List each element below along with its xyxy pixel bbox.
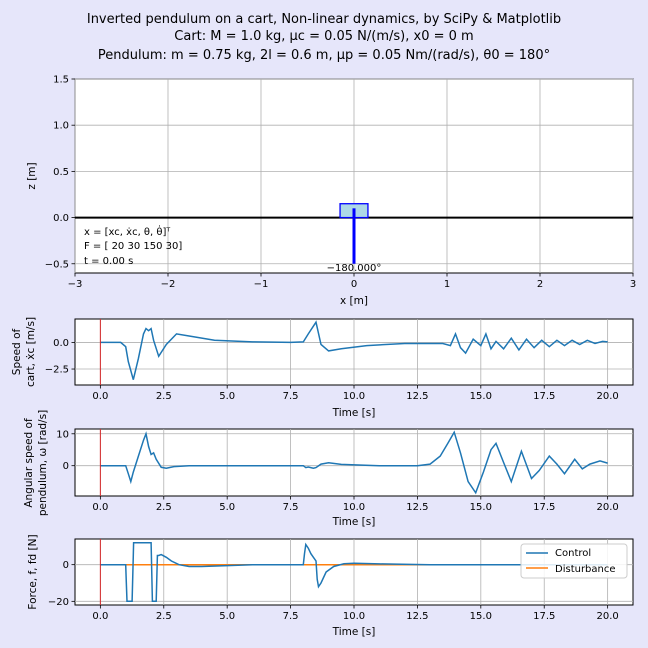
y-tick-label: 0.0 bbox=[53, 213, 69, 224]
angular-speed-ylabel-2: pendulum, ω [rad/s] bbox=[37, 410, 49, 516]
x-tick-label: 0.0 bbox=[92, 611, 108, 622]
x-tick-label: 17.5 bbox=[533, 611, 555, 622]
x-tick-label: 2.5 bbox=[156, 502, 172, 513]
cart-speed-panel: 0.0 2.5 5.0 7.5 10.0 12.5 15.0 17.5 20.0 −2.50.0 … bbox=[11, 317, 634, 419]
x-tick-label: 12.5 bbox=[406, 611, 428, 622]
x-tick-label: 20.0 bbox=[597, 502, 619, 513]
control-series bbox=[100, 541, 608, 603]
x-tick-label: 5.0 bbox=[219, 502, 235, 513]
legend-disturbance-label: Disturbance bbox=[555, 564, 616, 575]
cart-speed-ticks: 0.0 2.5 5.0 7.5 10.0 12.5 15.0 17.5 20.0 −2.5 0.0 bbox=[45, 338, 619, 402]
x-tick-label: 17.5 bbox=[533, 391, 555, 402]
force-xlabel: Time [s] bbox=[332, 626, 376, 638]
x-tick-label: 3 bbox=[630, 279, 636, 290]
gain-label: F = [ 20 30 150 30] bbox=[84, 241, 182, 252]
scene-ylabel: z [m] bbox=[26, 162, 38, 189]
y-tick-label: 1.0 bbox=[53, 121, 69, 132]
y-tick-label: 10 bbox=[56, 429, 69, 440]
x-tick-label: 10.0 bbox=[343, 502, 365, 513]
y-tick-label: −20 bbox=[48, 597, 69, 608]
x-tick-label: 2 bbox=[537, 279, 543, 290]
x-tick-label: 7.5 bbox=[283, 502, 299, 513]
x-tick-label: 15.0 bbox=[470, 611, 492, 622]
y-tick-label: −2.5 bbox=[45, 365, 69, 376]
time-label: t = 0.00 s bbox=[84, 256, 133, 267]
x-tick-label: 2.5 bbox=[156, 611, 172, 622]
x-tick-label: −2 bbox=[161, 279, 176, 290]
y-tick-label: 1.5 bbox=[53, 75, 69, 86]
x-tick-label: 5.0 bbox=[219, 391, 235, 402]
x-tick-label: 5.0 bbox=[219, 611, 235, 622]
x-tick-label: 2.5 bbox=[156, 391, 172, 402]
cart-speed-ylabel-2: cart, ẋc [m/s] bbox=[25, 317, 37, 387]
x-tick-label: −3 bbox=[68, 279, 83, 290]
y-tick-label: 0.5 bbox=[53, 167, 69, 178]
title-line-1: Inverted pendulum on a cart, Non-linear … bbox=[87, 12, 561, 27]
x-tick-label: 12.5 bbox=[406, 502, 428, 513]
cart-speed-xlabel: Time [s] bbox=[332, 407, 376, 419]
x-tick-label: 12.5 bbox=[406, 391, 428, 402]
angular-speed-ticks: 0.0 2.5 5.0 7.5 10.0 12.5 15.0 17.5 20.0 0 10 bbox=[56, 429, 619, 513]
x-tick-label: 7.5 bbox=[283, 391, 299, 402]
x-tick-label: 20.0 bbox=[597, 391, 619, 402]
scene-ticks: −3 −2 −1 0 1 2 3 −0.5 0.0 0.5 1.0 1.5 bbox=[45, 75, 636, 291]
x-tick-label: 0.0 bbox=[92, 502, 108, 513]
x-tick-label: −1 bbox=[254, 279, 269, 290]
x-tick-label: 0 bbox=[351, 279, 357, 290]
legend: Control Disturbance bbox=[520, 543, 628, 579]
y-tick-label: 0 bbox=[63, 560, 69, 571]
y-tick-label: −0.5 bbox=[45, 259, 69, 270]
y-tick-label: 0 bbox=[63, 461, 69, 472]
x-tick-label: 1 bbox=[444, 279, 450, 290]
state-vector-label: x = [xc, ẋc, θ, θ̇]ᵀ bbox=[84, 224, 170, 238]
x-tick-label: 15.0 bbox=[470, 502, 492, 513]
angle-label: −180.000° bbox=[327, 263, 382, 274]
x-tick-label: 17.5 bbox=[533, 502, 555, 513]
force-ticks: 0.0 2.5 5.0 7.5 10.0 12.5 15.0 17.5 20.0 −20 0 bbox=[48, 560, 619, 622]
title-line-3: Pendulum: m = 0.75 kg, 2l = 0.6 m, μp = … bbox=[98, 48, 550, 63]
x-tick-label: 10.0 bbox=[343, 391, 365, 402]
cart-speed-series bbox=[100, 320, 608, 380]
x-tick-label: 10.0 bbox=[343, 611, 365, 622]
cart-speed-ylabel-1: Speed of bbox=[11, 329, 23, 376]
angular-speed-series bbox=[100, 430, 608, 495]
force-ylabel: Force, f, fd [N] bbox=[27, 534, 39, 609]
x-tick-label: 20.0 bbox=[597, 611, 619, 622]
angular-speed-xlabel: Time [s] bbox=[332, 516, 376, 528]
angular-speed-panel: 0.0 2.5 5.0 7.5 10.0 12.5 15.0 17.5 20.0 0 10 Time… bbox=[23, 410, 634, 528]
legend-control-label: Control bbox=[555, 548, 591, 559]
x-tick-label: 15.0 bbox=[470, 391, 492, 402]
scene-panel: −3 −2 −1 0 1 2 3 −0.5 0.0 0.5 1.0 1.5 x = [xc, ẋc, … bbox=[26, 75, 636, 308]
title-line-2: Cart: M = 1.0 kg, μc = 0.05 N/(m/s), x0 … bbox=[174, 29, 473, 44]
x-tick-label: 7.5 bbox=[283, 611, 299, 622]
scene-xlabel: x [m] bbox=[340, 295, 368, 307]
force-panel: 0.0 2.5 5.0 7.5 10.0 12.5 15.0 17.5 20.0 −20 0 Con… bbox=[27, 534, 634, 638]
angular-speed-ylabel-1: Angular speed of bbox=[23, 418, 35, 508]
y-tick-label: 0.0 bbox=[53, 338, 69, 349]
x-tick-label: 0.0 bbox=[92, 391, 108, 402]
